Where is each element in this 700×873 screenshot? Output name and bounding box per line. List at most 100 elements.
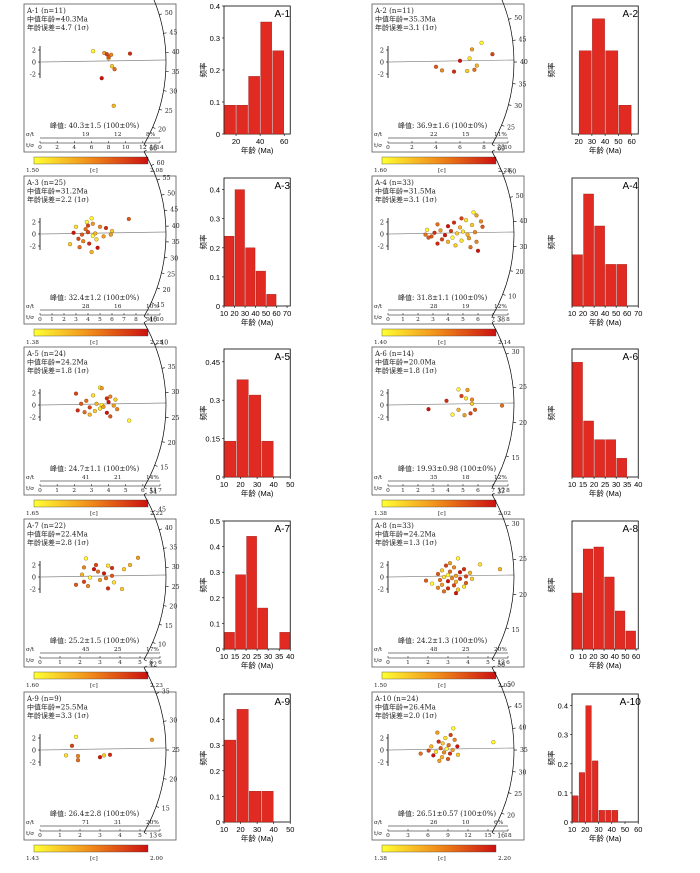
radial-x-tick-label: 7 [158, 488, 162, 494]
radial-arc-tick [161, 194, 165, 196]
radial-data-point [467, 56, 472, 61]
histogram-bar [605, 50, 619, 135]
radial-data-point [83, 556, 89, 561]
radial-arc-tick [508, 792, 512, 794]
histogram-y-tick-label: 0 [216, 130, 220, 139]
radial-arc-tick-label: 6 [149, 659, 153, 666]
radial-x-tick-label: 2 [410, 145, 414, 151]
radial-sigma-label: 18 [462, 475, 470, 481]
histogram-bar [598, 810, 605, 823]
radial-age-arc [491, 322, 515, 488]
radial-x-tick-label: 8 [134, 317, 138, 323]
histogram-x-tick-label: 25 [253, 652, 261, 661]
radial-sigma-label: 45 [82, 647, 90, 653]
radial-x-tick-label: 6 [426, 833, 430, 839]
histogram-x-tick-label: 60 [280, 137, 288, 146]
histogram-x-tick-label: 50 [621, 652, 629, 661]
histogram-panel-label: A-6 [622, 352, 638, 363]
radial-peak-label: 峰值: 24.7±1.1 (100±0%) [50, 464, 139, 473]
radial-sigma-label: 19 [462, 304, 470, 310]
radial-arc-tick-label: 50 [507, 682, 515, 689]
radial-colorbar-label: 1.43 [26, 856, 39, 862]
histogram-x-tick-label: 40 [270, 480, 278, 489]
radial-data-point [119, 586, 125, 592]
radial-arc-tick-label: 20 [163, 287, 171, 294]
histogram-y-label: 频率 [198, 577, 208, 592]
radial-arc-tick [491, 316, 495, 319]
radial-arc-tick-label: 35 [520, 747, 528, 754]
histogram-x-tick-label: 10 [220, 309, 228, 318]
radial-arc-tick-label: 15 [160, 464, 168, 471]
histogram-x-tick-label: 30 [253, 825, 261, 834]
radial-y-tick-label: 0 [380, 747, 384, 755]
radial-arc-tick-label: 20 [168, 440, 176, 447]
radial-data-point [127, 562, 133, 568]
histogram-panel-label: A-10 [620, 697, 642, 708]
radial-data-point [463, 218, 469, 223]
radial-header-line: 年龄误差=3.3 (1σ) [27, 711, 89, 720]
radial-data-point [424, 227, 430, 232]
radial-arc-tick-label: 20 [519, 592, 527, 599]
histogram-x-tick-label: 50 [614, 137, 622, 146]
histogram-y-label: 频率 [198, 62, 208, 77]
radial-data-point [452, 737, 457, 742]
radial-arc-tick-label: 25 [519, 384, 527, 391]
radial-header-line: 中值年龄=35.3Ma [375, 15, 436, 24]
histogram-panel-label: A-7 [274, 524, 290, 535]
radial-colorbar [33, 671, 149, 680]
radial-sigma-label: σ/t [374, 475, 383, 481]
histogram-bar [572, 362, 583, 478]
radial-data-point [445, 579, 451, 584]
radial-x-tick-label: 6 [506, 660, 510, 666]
histogram-x-tick-label: 40 [608, 825, 616, 834]
radial-arc-tick-label: 45 [514, 703, 522, 710]
radial-x-tick-label: 2 [416, 317, 420, 323]
radial-arc-tick-label: 37 [497, 489, 505, 496]
histogram-bar [615, 610, 626, 650]
radial-arc-tick [156, 806, 160, 808]
radial-x-tick-label: 0 [386, 833, 390, 839]
radial-data-point [91, 393, 96, 398]
histogram-bar [605, 264, 616, 307]
radial-x-tick-label: 8 [107, 145, 111, 151]
histogram-bar [593, 546, 604, 650]
radial-colorbar-label: 1.60 [374, 168, 387, 174]
radial-colorbar-label: 1.50 [26, 168, 39, 174]
histogram-bar [585, 705, 592, 823]
histogram-bar [224, 104, 236, 135]
radial-arc-tick-label: 15 [157, 302, 165, 309]
radial-data-point [94, 401, 99, 406]
radial-header-line: A-1 (n=11) [26, 7, 66, 15]
radial-colorbar [381, 156, 497, 165]
radial-arc-tick [509, 196, 513, 198]
radial-data-point [127, 418, 132, 423]
radial-x-tick-label: 1 [55, 488, 59, 494]
radial-data-point [474, 239, 479, 244]
radial-arc-tick-label: 25 [165, 108, 173, 115]
radial-arc-tick-label: 50 [167, 191, 175, 198]
radial-peak-label: 峰值: 26.4±2.8 (100±0%) [50, 809, 139, 818]
radial-x-tick-label: 0 [38, 660, 42, 666]
radial-data-point [73, 582, 79, 587]
radial-y-tick-label: 2 [32, 47, 36, 55]
radial-data-point [101, 571, 107, 576]
histogram-y-tick-label: 0.1 [558, 789, 568, 798]
radial-data-point [444, 398, 449, 403]
histogram-x-tick-label: 70 [283, 309, 291, 318]
radial-arc-tick-label: 42 [149, 662, 157, 669]
radial-sigma-label: 22 [430, 132, 438, 138]
histogram-bar [260, 21, 272, 135]
radial-colorbar-label: 2.23 [150, 683, 163, 689]
histogram-x-tick-label: 30 [588, 137, 596, 146]
radial-data-point [459, 393, 464, 399]
radial-arc-tick-label: 25 [172, 415, 180, 422]
histogram-y-tick-label: 0.4 [558, 702, 568, 711]
radial-data-point [446, 743, 451, 748]
histogram-y-tick-label: 0.3 [210, 741, 220, 750]
radial-data-point [480, 224, 485, 229]
radial-arc-tick-label: 50 [516, 193, 524, 200]
radial-plot-frame [371, 175, 525, 325]
radial-arc-tick [163, 32, 167, 34]
